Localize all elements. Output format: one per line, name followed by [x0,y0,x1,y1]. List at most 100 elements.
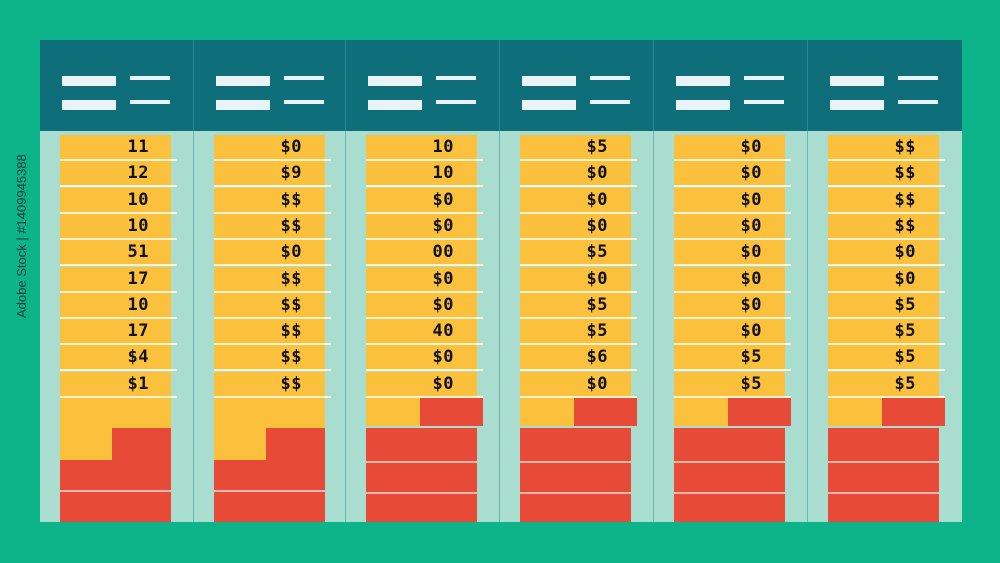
row-divider [828,185,945,188]
red-divider [366,461,477,463]
cell-value: $$ [280,294,302,315]
table-header [40,40,962,131]
table-row [520,266,631,291]
table-row [60,345,171,370]
row-divider [214,264,331,267]
header-placeholder-bar [368,100,422,110]
cell-value: $$ [894,189,916,210]
row-divider [366,237,483,240]
header-placeholder-bar [130,76,170,80]
cell-value: $5 [586,321,608,342]
table-row [520,161,631,186]
cell-value: $$ [894,163,916,184]
row-divider [60,159,177,161]
header-placeholder-bar [830,76,884,86]
stock-watermark-id: Adobe Stock | #1409945388 [14,154,29,318]
row-divider [674,369,791,372]
table-row [60,187,171,212]
table-row [366,161,477,186]
cell-value: $0 [740,215,762,236]
row-divider [520,185,637,188]
row-divider [828,159,945,161]
row-divider [520,290,637,293]
table-row [828,319,939,344]
data-column: 11 12 10 10 51 17 10 17 $4 $1 [40,131,193,522]
table-row [214,161,325,186]
row-divider [60,185,177,188]
table-row [828,135,939,159]
cell-value: 10 [127,294,149,315]
table-row [366,266,477,291]
cell-value: 00 [432,242,454,263]
row-divider [366,290,483,293]
table-row [674,266,785,291]
table-row [520,240,631,265]
filler-row [828,398,882,426]
row-divider [828,290,945,293]
row-divider [520,237,637,240]
table-row [674,161,785,186]
cell-value: 10 [432,163,454,184]
row-divider [828,211,945,214]
row-divider [60,343,177,346]
table-row [60,213,171,238]
cell-value: $0 [894,242,916,263]
header-placeholder-bar [130,100,170,104]
cell-value: $0 [280,137,302,157]
row-divider [60,237,177,240]
header-placeholder-bar [284,100,324,104]
row-divider [366,369,483,372]
header-placeholder-bar [436,76,476,80]
table-row [674,213,785,238]
table-row [828,240,939,265]
red-block [520,428,631,522]
red-divider [366,492,477,494]
filler-row [366,398,420,426]
red-block [728,398,791,426]
cell-value: $5 [894,321,916,342]
header-placeholder-bar [830,100,884,110]
header-placeholder-bar [62,100,116,110]
row-divider [60,264,177,267]
table-row [60,135,171,159]
table-row [366,345,477,370]
header-cell [499,40,652,131]
data-column: 10 10 $0 $0 00 $0 $0 40 $0 $0 [345,131,498,522]
row-divider [674,237,791,240]
row-divider [366,185,483,188]
row-divider [366,343,483,346]
header-placeholder-bar [284,76,324,80]
table-row [674,240,785,265]
cell-value: $0 [432,189,454,210]
header-placeholder-bar [368,76,422,86]
table-row [366,371,477,396]
row-divider [60,290,177,293]
cell-value: $0 [432,294,454,315]
table-row [214,240,325,265]
table-row [366,240,477,265]
row-divider [828,264,945,267]
header-placeholder-bar [676,76,730,86]
table-row [366,292,477,317]
red-block [574,398,637,426]
red-block [112,428,171,460]
row-divider [520,159,637,161]
cell-value: $0 [586,163,608,184]
table-row [214,292,325,317]
filler-row [520,398,574,426]
cell-value: $$ [894,215,916,236]
cell-value: $0 [740,137,762,157]
row-divider [520,369,637,372]
red-divider [520,461,631,463]
table-row [214,319,325,344]
cell-value: $$ [280,347,302,368]
red-block [420,398,483,426]
header-cell [345,40,498,131]
row-divider [214,185,331,188]
table-row [60,371,171,396]
row-divider [828,395,945,398]
cell-value: $0 [432,347,454,368]
data-column: $0 $9 $$ $$ $0 $$ $$ $$ $$ $$ [193,131,346,522]
table-row [828,266,939,291]
cell-value: $5 [586,137,608,157]
